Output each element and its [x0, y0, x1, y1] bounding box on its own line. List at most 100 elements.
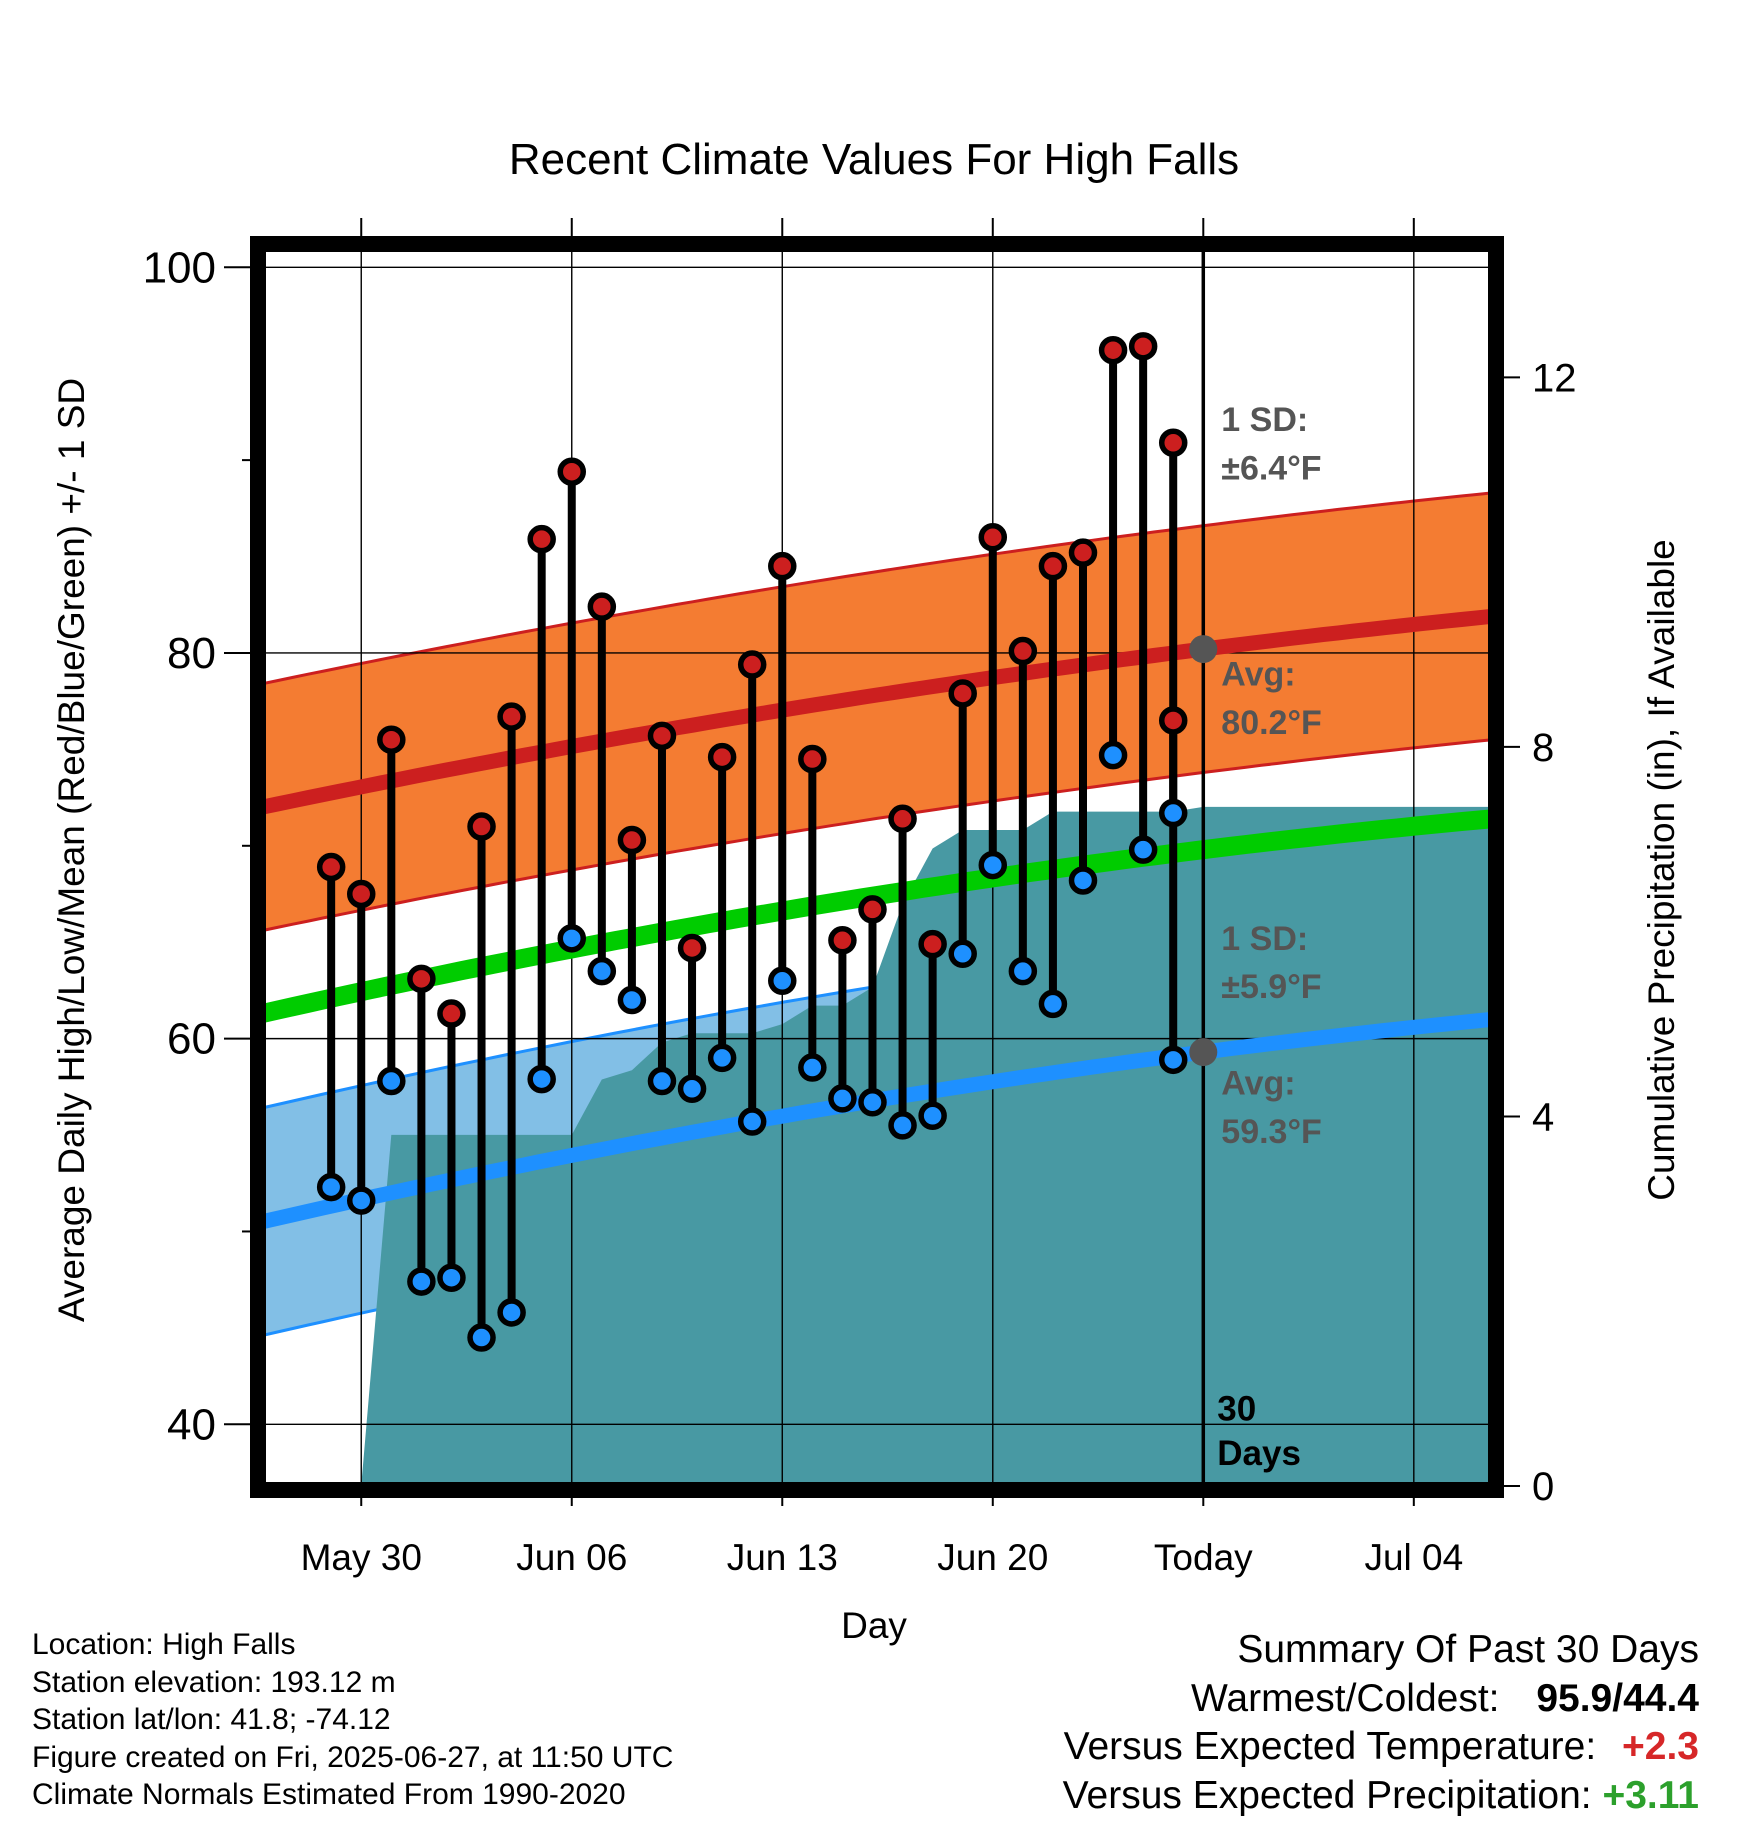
low-point-22 — [978, 850, 1008, 880]
low-point-8 — [557, 924, 587, 953]
y-tick-label-100: 100 — [143, 243, 216, 292]
low-sd-label: 1 SD: — [1221, 920, 1308, 958]
low-point-19 — [888, 1111, 917, 1140]
low-point-28 — [1158, 798, 1188, 828]
high-point-14 — [737, 650, 767, 679]
low-point-0 — [316, 1172, 346, 1202]
annotations: 1 SD: ±6.4°F Avg: 80.2°F 1 SD: ±5.9°F Avg: 59.3… — [1189, 401, 1322, 1473]
low-point-16 — [798, 1053, 827, 1082]
y2-tick-label-0: 0 — [1532, 1465, 1554, 1509]
high-point-13 — [707, 742, 737, 772]
low-point-26 — [1098, 740, 1128, 770]
low-point-10 — [617, 985, 647, 1015]
high-sd-upper-edge — [261, 491, 1493, 686]
warm-cold-row: Warmest/Coldest: 95.9/44.4 — [1063, 1675, 1699, 1724]
y-axis-label-right: Cumulative Precipitation (in), If Availa… — [1641, 539, 1682, 1201]
low-point-11 — [647, 1066, 677, 1096]
low-point-3 — [407, 1267, 436, 1296]
high-point-25 — [1068, 538, 1098, 567]
high-point-17 — [828, 926, 857, 955]
high-today-marker — [1189, 635, 1218, 664]
temp-value: +2.3 — [1622, 1725, 1699, 1769]
high-point-11 — [647, 721, 677, 751]
chart-title: Recent Climate Values For High Falls — [509, 135, 1239, 184]
created-text: Figure created on Fri, 2025-06-27, at 11… — [32, 1740, 674, 1774]
high-sd-label: 1 SD: — [1221, 401, 1308, 439]
x-tick-label-2: May 30 — [301, 1537, 422, 1578]
high-point-4 — [437, 999, 466, 1028]
temp-label: Versus Expected Temperature: — [1063, 1725, 1597, 1769]
high-point-7 — [527, 524, 556, 554]
low-point-29 — [1158, 1045, 1188, 1075]
precip-value: +3.11 — [1602, 1774, 1699, 1818]
low-point-25 — [1068, 866, 1098, 895]
high-point-12 — [677, 933, 707, 963]
high-point-6 — [497, 702, 526, 731]
low-point-7 — [527, 1064, 556, 1094]
high-point-1 — [346, 879, 376, 909]
high-point-8 — [557, 457, 587, 486]
high-point-24 — [1038, 551, 1068, 581]
high-point-9 — [587, 592, 617, 621]
high-avg-value: 80.2°F — [1221, 704, 1322, 742]
daily-range-bars — [316, 332, 1188, 1352]
high-point-21 — [948, 679, 977, 708]
x-axis-label: Day — [841, 1605, 907, 1646]
low-point-2 — [377, 1066, 406, 1096]
warm-cold-label: Warmest/Coldest: — [1191, 1676, 1500, 1720]
low-point-4 — [437, 1263, 466, 1292]
low-point-14 — [737, 1107, 767, 1136]
high-point-22 — [978, 523, 1008, 552]
precip-area — [361, 806, 1493, 1486]
low-point-5 — [467, 1323, 496, 1352]
location-text: Location: High Falls — [32, 1628, 296, 1661]
high-point-15 — [768, 551, 797, 581]
warm-cold-value: 95.9/44.4 — [1536, 1676, 1699, 1720]
x-tick-label-9: Jun 06 — [516, 1537, 627, 1578]
temp-row: Versus Expected Temperature: +2.3 — [1063, 1723, 1699, 1772]
plot-frame — [250, 236, 1504, 1498]
normals-text: Climate Normals Estimated From 1990-2020 — [32, 1778, 626, 1811]
low-today-marker — [1189, 1038, 1218, 1067]
high-point-19 — [888, 804, 917, 834]
plot-border — [250, 236, 1504, 1498]
y2-tick-label-12: 12 — [1532, 356, 1577, 400]
high-point-3 — [407, 964, 436, 994]
x-tick-label-30: Today — [1154, 1537, 1253, 1578]
station-info: Location: High Falls Station elevation: … — [32, 1626, 673, 1814]
axes: 40 60 80 100 0 4 8 12 May 30 Jun 06 Jun 13 Jun 20 To… — [143, 218, 1577, 1578]
high-point-27 — [1128, 332, 1158, 361]
high-point-20 — [918, 929, 947, 959]
y-axis-label-left: Average Daily High/Low/Mean (Red/Blue/Gr… — [51, 378, 92, 1322]
low-point-23 — [1008, 956, 1038, 986]
low-point-15 — [768, 966, 797, 996]
normal-high-line — [260, 608, 1493, 815]
low-point-18 — [858, 1088, 887, 1117]
x-tick-label-23: Jun 20 — [937, 1537, 1048, 1578]
high-point-10 — [617, 825, 647, 855]
high-point-23 — [1008, 636, 1038, 666]
y2-tick-label-8: 8 — [1532, 726, 1554, 770]
elevation-text: Station elevation: 193.12 m — [32, 1665, 396, 1699]
x-tick-label-16: Jun 13 — [727, 1537, 838, 1578]
high-point-28 — [1158, 428, 1188, 458]
summary-panel: Summary Of Past 30 Days Warmest/Coldest:… — [1063, 1626, 1699, 1821]
low-point-17 — [828, 1084, 857, 1113]
high-sd-lower-edge — [261, 738, 1493, 933]
low-point-13 — [707, 1043, 737, 1073]
period-label-unit: Days — [1217, 1434, 1301, 1473]
high-point-16 — [798, 744, 827, 774]
y-tick-label-40: 40 — [167, 1400, 216, 1449]
high-sd-value: ±6.4°F — [1221, 449, 1321, 487]
low-sd-value: ±5.9°F — [1221, 968, 1321, 1006]
low-point-12 — [677, 1074, 707, 1104]
x-tick-label-37: Jul 04 — [1364, 1537, 1463, 1578]
y-tick-label-80: 80 — [167, 629, 216, 678]
high-point-26 — [1098, 335, 1128, 365]
high-avg-label: Avg: — [1221, 656, 1295, 694]
low-point-9 — [587, 956, 617, 986]
low-point-24 — [1038, 989, 1068, 1019]
latlon-text: Station lat/lon: 41.8; -74.12 — [32, 1703, 391, 1736]
low-avg-value: 59.3°F — [1221, 1113, 1322, 1151]
